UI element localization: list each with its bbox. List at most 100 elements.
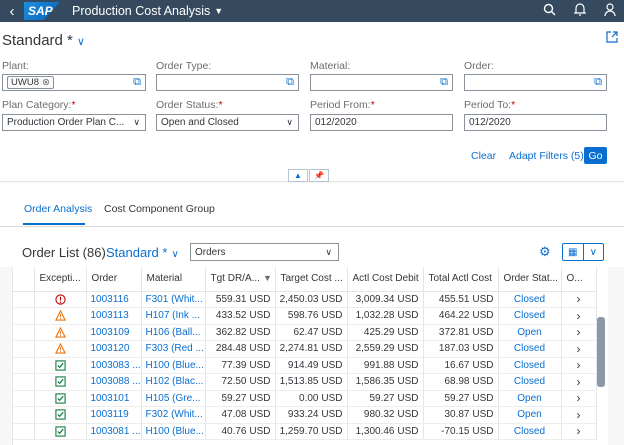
column-header-tgt-dr[interactable]: Tgt DR/A... ▼ — [205, 267, 276, 292]
order-link[interactable]: 1003120 — [86, 340, 142, 358]
tab-order-analysis[interactable]: Order Analysis — [24, 203, 93, 215]
search-icon[interactable] — [543, 3, 556, 19]
plan-category-select[interactable]: Production Order Plan C... ∨ — [2, 114, 146, 131]
order-link[interactable]: 1003083 ... — [86, 357, 142, 374]
chevron-right-icon[interactable]: › — [561, 324, 597, 341]
order-field[interactable]: ⧉ — [464, 74, 607, 91]
order-link[interactable]: 1003088 ... — [86, 373, 142, 391]
column-header-order-status[interactable]: Order Stat... — [498, 267, 562, 292]
clear-button[interactable]: Clear — [471, 150, 497, 162]
column-header-material[interactable]: Material — [141, 267, 206, 292]
adapt-filters-button[interactable]: Adapt Filters (5) — [509, 150, 584, 162]
material-link[interactable]: H105 (Gre... — [141, 390, 206, 407]
column-header-exception[interactable]: Excepti... — [34, 267, 87, 292]
table-variant-management[interactable]: Standard * ∨ — [106, 245, 179, 260]
column-header-o[interactable]: O... — [561, 267, 597, 292]
sap-logo[interactable]: SAP — [24, 2, 60, 20]
value-help-icon[interactable]: ⧉ — [594, 76, 602, 88]
chevron-right-icon[interactable]: › — [561, 423, 597, 440]
chevron-down-icon[interactable]: ∨ — [286, 117, 293, 127]
row-selector[interactable] — [13, 423, 35, 440]
vertical-scrollbar[interactable] — [597, 317, 605, 387]
share-icon[interactable] — [606, 31, 618, 46]
column-header-total-actl-cost[interactable]: Total Actl Cost — [423, 267, 499, 292]
table-row[interactable]: 1003116 F301 (Whit... 559.31 USD 2,450.03 USD… — [13, 291, 597, 308]
pin-header-icon[interactable]: 📌 — [309, 169, 329, 182]
chevron-down-icon[interactable]: ∨ — [589, 246, 597, 258]
order-status-link[interactable]: Closed — [498, 373, 562, 391]
settings-gear-icon[interactable]: ⚙ — [539, 244, 551, 259]
row-selector[interactable] — [13, 357, 35, 374]
order-status-link[interactable]: Closed — [498, 423, 562, 440]
row-selector[interactable] — [13, 406, 35, 424]
order-status-link[interactable]: Closed — [498, 307, 562, 325]
table-row[interactable]: 1003088 ... H102 (Blac... 72.50 USD 1,513.85… — [13, 373, 597, 391]
chevron-right-icon[interactable]: › — [561, 406, 597, 424]
material-link[interactable]: H107 (Ink ... — [141, 307, 206, 325]
order-status-link[interactable]: Closed — [498, 291, 562, 308]
row-selector[interactable] — [13, 307, 35, 325]
period-from-field[interactable]: 012/2020 — [310, 114, 453, 131]
period-to-field[interactable]: 012/2020 — [464, 114, 607, 131]
view-select[interactable]: Orders ∨ — [190, 243, 339, 261]
order-link[interactable]: 1003119 — [86, 406, 142, 424]
remove-token-icon[interactable]: ⊗ — [41, 77, 50, 88]
app-title[interactable]: Production Cost Analysis — [72, 4, 211, 18]
plant-token[interactable]: UWU8 ⊗ — [7, 76, 54, 89]
material-link[interactable]: H100 (Blue... — [141, 357, 206, 374]
chevron-right-icon[interactable]: › — [561, 357, 597, 374]
table-row[interactable]: 1003119 F302 (Whit... 47.08 USD 933.24 USD 980… — [13, 406, 597, 424]
variant-management[interactable]: Standard * ∨ — [2, 32, 85, 49]
order-link[interactable]: 1003081 ... — [86, 423, 142, 440]
chevron-right-icon[interactable]: › — [561, 340, 597, 358]
row-selector[interactable] — [13, 340, 35, 358]
table-row[interactable]: 1003083 ... H100 (Blue... 77.39 USD 914.49 US… — [13, 357, 597, 374]
notifications-bell-icon[interactable] — [573, 3, 587, 19]
value-help-icon[interactable]: ⧉ — [286, 76, 294, 88]
material-link[interactable]: H100 (Blue... — [141, 423, 206, 440]
material-field[interactable]: ⧉ — [310, 74, 453, 91]
column-header-order[interactable]: Order — [86, 267, 142, 292]
order-status-link[interactable]: Open — [498, 324, 562, 341]
chevron-right-icon[interactable]: › — [561, 291, 597, 308]
collapse-header-icon[interactable]: ▲ — [288, 169, 308, 182]
order-status-link[interactable]: Closed — [498, 357, 562, 374]
back-icon[interactable]: ‹ — [9, 2, 15, 20]
order-type-field[interactable]: ⧉ — [156, 74, 299, 91]
value-help-icon[interactable]: ⧉ — [440, 76, 448, 88]
export-button[interactable]: ▦ ∨ — [562, 243, 604, 261]
tab-cost-component-group[interactable]: Cost Component Group — [104, 203, 215, 215]
chevron-right-icon[interactable]: › — [561, 307, 597, 325]
table-row[interactable]: 1003113 H107 (Ink ... 433.52 USD 598.76 USD 1,… — [13, 307, 597, 325]
order-link[interactable]: 1003101 — [86, 390, 142, 407]
material-link[interactable]: H102 (Blac... — [141, 373, 206, 391]
table-row[interactable]: 1003081 ... H100 (Blue... 40.76 USD 1,259.70… — [13, 423, 597, 440]
row-selector[interactable] — [13, 390, 35, 407]
order-status-link[interactable]: Open — [498, 390, 562, 407]
chevron-down-icon[interactable]: ∨ — [133, 117, 140, 127]
go-button[interactable]: Go — [584, 147, 607, 164]
chevron-right-icon[interactable]: › — [561, 373, 597, 391]
order-link[interactable]: 1003113 — [86, 307, 142, 325]
column-header-actl-cost-debit[interactable]: Actl Cost Debit — [347, 267, 424, 292]
row-selector[interactable] — [13, 291, 35, 308]
row-selector[interactable] — [13, 324, 35, 341]
chevron-right-icon[interactable]: › — [561, 390, 597, 407]
order-status-link[interactable]: Closed — [498, 340, 562, 358]
table-row[interactable]: 1003101 H105 (Gre... 59.27 USD 0.00 USD 59.27 U… — [13, 390, 597, 407]
row-selector[interactable] — [13, 373, 35, 391]
user-profile-icon[interactable] — [604, 3, 616, 19]
value-help-icon[interactable]: ⧉ — [133, 76, 141, 88]
column-header-target-cost[interactable]: Target Cost ... — [275, 267, 348, 292]
order-status-select[interactable]: Open and Closed ∨ — [156, 114, 299, 131]
material-link[interactable]: F302 (Whit... — [141, 406, 206, 424]
material-link[interactable]: F301 (Whit... — [141, 291, 206, 308]
chevron-down-icon[interactable]: ▼ — [214, 6, 224, 16]
export-icon[interactable]: ▦ — [563, 244, 584, 260]
material-link[interactable]: F303 (Red ... — [141, 340, 206, 358]
order-link[interactable]: 1003109 — [86, 324, 142, 341]
order-link[interactable]: 1003116 — [86, 291, 142, 308]
chevron-down-icon[interactable]: ∨ — [325, 246, 332, 257]
plant-field[interactable]: UWU8 ⊗ ⧉ — [2, 74, 146, 91]
table-row[interactable]: 1003120 F303 (Red ... 284.48 USD 2,274.81 USD… — [13, 340, 597, 358]
